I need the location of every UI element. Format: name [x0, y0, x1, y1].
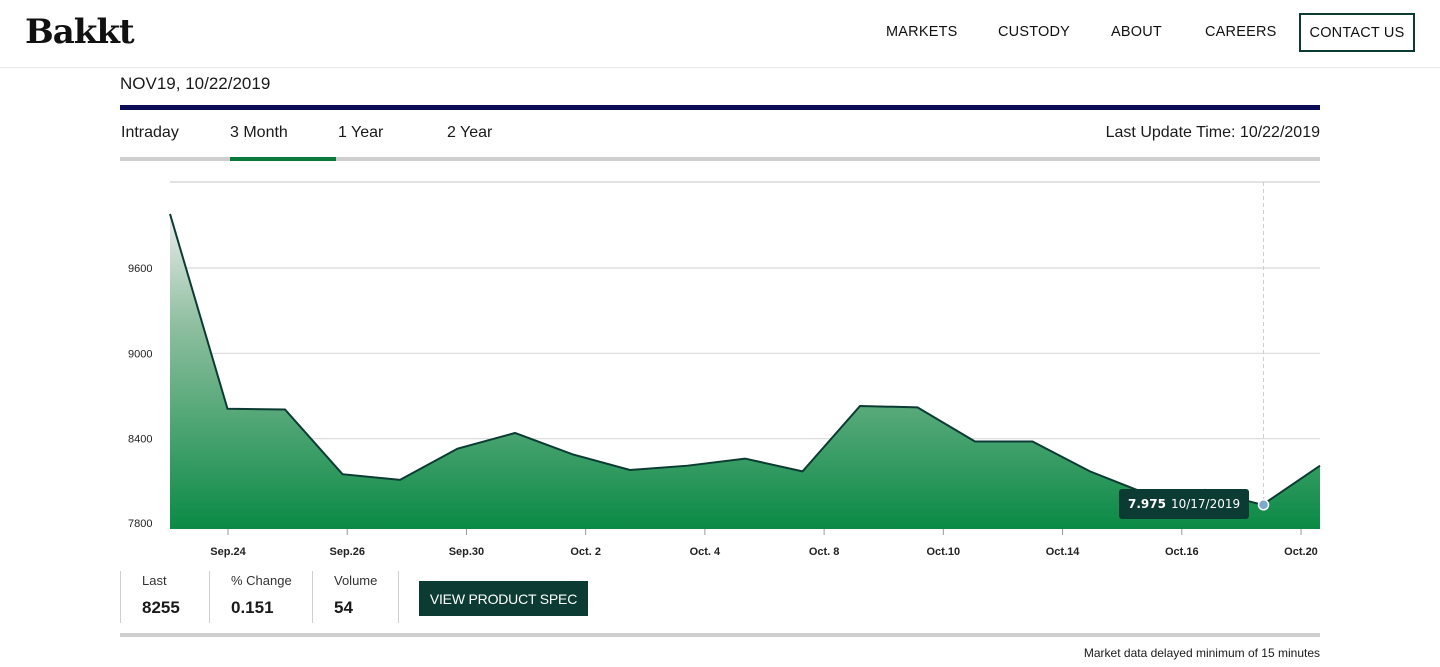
stat-last-label: Last	[142, 573, 167, 588]
stat-change-value: 0.151	[231, 598, 274, 617]
stat-change: % Change 0.151	[209, 571, 312, 623]
x-tick-label: Sep.30	[449, 546, 484, 558]
x-tick-label: Sep.24	[210, 546, 246, 558]
tab-intraday[interactable]: Intraday	[121, 124, 179, 141]
tab-2-year[interactable]: 2 Year	[447, 124, 493, 141]
x-tick-label: Oct. 2	[570, 546, 601, 558]
x-tick-label: Oct.14	[1046, 546, 1081, 558]
x-tick-label: Oct.20	[1284, 546, 1318, 558]
stat-volume-label: Volume	[334, 573, 378, 588]
x-tick-label: Oct. 4	[690, 546, 721, 558]
stat-volume-value: 54	[334, 598, 353, 617]
y-tick-label: 9000	[128, 348, 152, 360]
product-title: NOV19, 10/22/2019	[120, 74, 271, 93]
x-tick-label: Oct.10	[927, 546, 961, 558]
contact-us-button[interactable]: CONTACT US	[1299, 13, 1415, 52]
y-tick-label: 9600	[128, 263, 152, 275]
tooltip-date: 10/17/2019	[1170, 497, 1241, 511]
stat-divider	[398, 571, 399, 623]
stat-volume: Volume 54	[312, 571, 398, 623]
site-header: Bakkt MARKETS CUSTODY ABOUT CAREERS CONT…	[0, 0, 1440, 68]
bakkt-logo[interactable]: Bakkt	[25, 12, 135, 52]
active-tab-indicator	[230, 157, 336, 161]
nav-custody[interactable]: CUSTODY	[998, 24, 1071, 40]
stats-divider	[120, 633, 1320, 637]
nav-markets[interactable]: MARKETS	[886, 24, 958, 40]
nav-careers[interactable]: CAREERS	[1205, 24, 1277, 40]
x-tick-label: Oct. 8	[809, 546, 840, 558]
x-tick-label: Oct.16	[1165, 546, 1199, 558]
price-chart[interactable]: 9600 9000 8400 7800 Sep.24 Sep.26 Sep.30 Oct. …	[0, 170, 1440, 570]
series-area	[170, 213, 1320, 529]
tab-3-month[interactable]: 3 Month	[230, 124, 288, 141]
market-delay-note: Market data delayed minimum of 15 minute…	[1083, 646, 1320, 660]
stat-last-value: 8255	[142, 598, 180, 617]
last-update-time: Last Update Time: 10/22/2019	[1105, 124, 1320, 141]
highlight-point	[1257, 499, 1270, 511]
tooltip-value: 7.975	[1128, 497, 1166, 511]
nav-about[interactable]: ABOUT	[1111, 24, 1162, 40]
x-tick-label: Sep.26	[329, 546, 364, 558]
range-tabs: Intraday 3 Month 1 Year 2 Year	[120, 124, 1320, 162]
title-divider	[120, 105, 1320, 110]
stat-change-label: % Change	[231, 573, 292, 588]
stat-last: Last 8255	[120, 571, 209, 623]
tabs-divider	[120, 157, 1320, 161]
y-tick-label: 8400	[128, 434, 152, 446]
y-tick-label: 7800	[128, 518, 152, 530]
chart-tooltip: 7.975 10/17/2019	[1119, 489, 1250, 519]
price-chart-svg[interactable]: 9600 9000 8400 7800 Sep.24 Sep.26 Sep.30 Oct. …	[0, 170, 1440, 570]
series-line	[169, 213, 1321, 506]
tab-1-year[interactable]: 1 Year	[338, 124, 384, 141]
view-product-spec-button[interactable]: VIEW PRODUCT SPEC	[419, 581, 588, 616]
